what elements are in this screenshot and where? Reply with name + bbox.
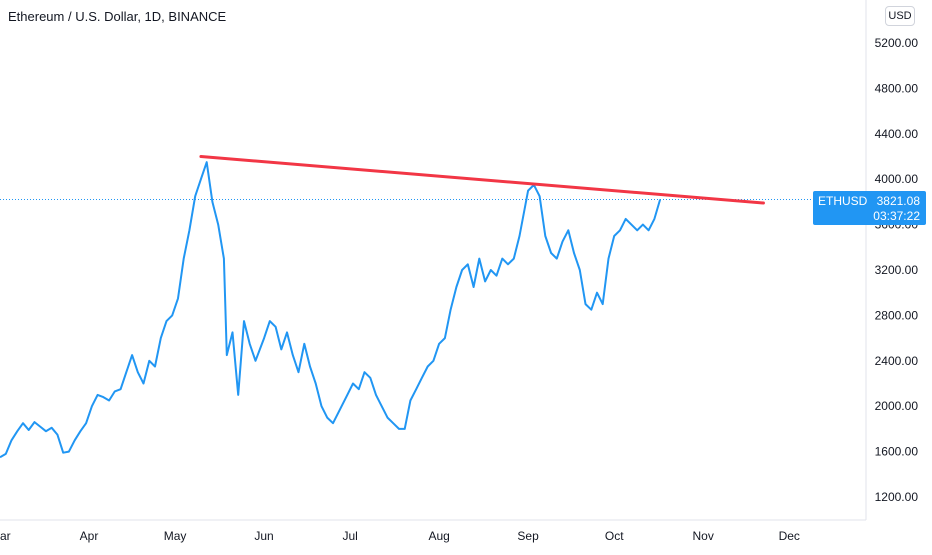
x-tick-label: Oct <box>605 529 624 543</box>
y-tick-label: 2000.00 <box>875 399 919 413</box>
y-tick-label: 4400.00 <box>875 127 919 141</box>
price-axis[interactable]: 5200.004800.004400.004000.003600.003200.… <box>875 36 919 504</box>
x-tick-label: Dec <box>779 529 800 543</box>
x-tick-label: Aug <box>428 529 449 543</box>
x-tick-label: Apr <box>80 529 99 543</box>
y-tick-label: 2400.00 <box>875 354 919 368</box>
y-tick-label: 1200.00 <box>875 490 919 504</box>
time-axis[interactable]: ar Apr May Jun Jul Aug Sep Oct Nov Dec <box>0 529 800 543</box>
x-tick-label: Jul <box>342 529 357 543</box>
x-tick-label: ar <box>0 529 11 543</box>
y-tick-label: 4000.00 <box>875 172 919 186</box>
x-tick-label: Jun <box>254 529 273 543</box>
y-tick-label: 4800.00 <box>875 81 919 95</box>
eth-price-line <box>0 161 662 459</box>
y-tick-label: 5200.00 <box>875 36 919 50</box>
y-tick-label: 3200.00 <box>875 263 919 277</box>
price-tag-symbol: ETHUSD <box>818 194 868 208</box>
x-tick-label: Sep <box>517 529 539 543</box>
x-tick-label: Nov <box>693 529 714 543</box>
currency-button[interactable]: USD <box>885 6 915 26</box>
y-tick-label: 2800.00 <box>875 308 919 322</box>
resistance-trendline[interactable] <box>199 155 765 205</box>
last-price-label: ETHUSD 3821.08 03:37:22 <box>813 191 926 225</box>
x-tick-label: May <box>164 529 187 543</box>
price-tag-value: 3821.08 <box>876 194 920 208</box>
symbol-title: Ethereum / U.S. Dollar, 1D, BINANCE <box>8 9 227 24</box>
y-tick-label: 1600.00 <box>875 445 919 459</box>
bar-countdown: 03:37:22 <box>873 209 920 223</box>
